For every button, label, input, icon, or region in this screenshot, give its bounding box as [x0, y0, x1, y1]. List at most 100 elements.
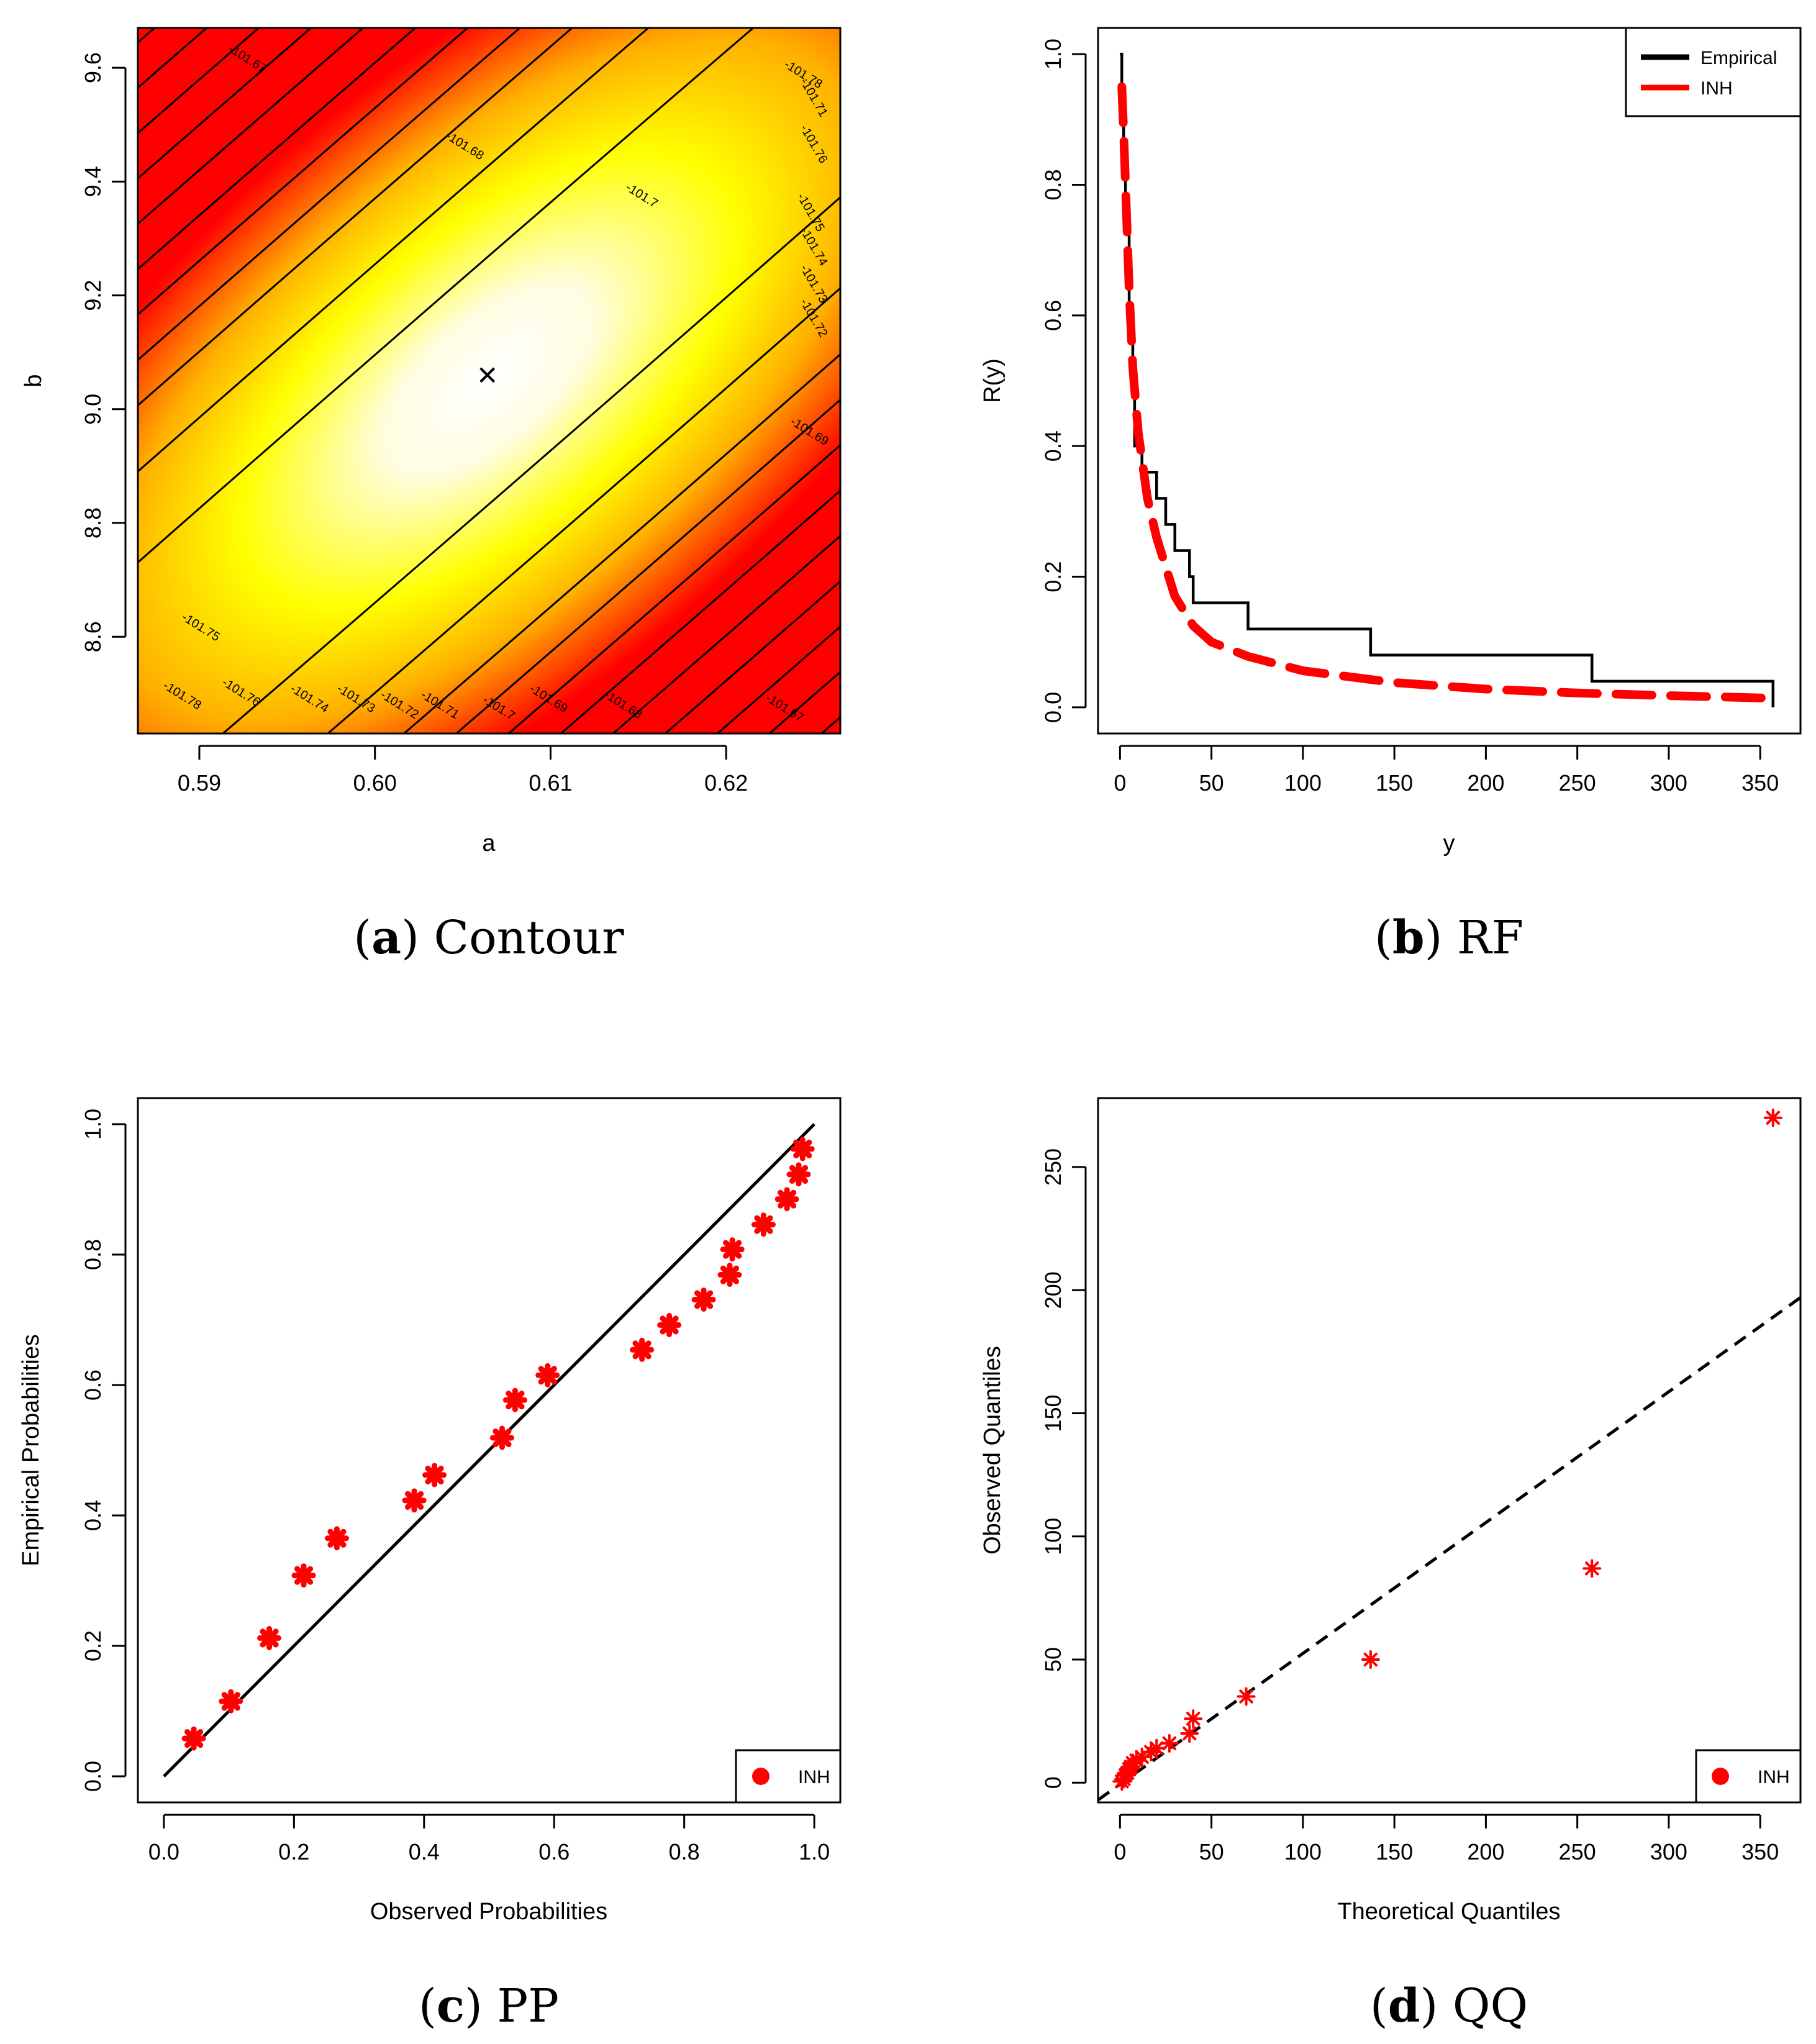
contour-line — [138, 28, 312, 180]
y-tick-label: 50 — [1040, 1647, 1066, 1672]
plot-frame-b — [1097, 27, 1802, 735]
axes-c: 0.0 0.2 0.4 0.6 0.8 1.0 0.0 0.2 0.4 0.6 0.8 1.0 — [80, 1109, 830, 1865]
x-tick-label: 0.62 — [704, 770, 748, 796]
data-point — [1160, 1733, 1179, 1753]
data-point — [402, 1488, 427, 1513]
data-point-stroke — [538, 1366, 557, 1385]
qq-reference-line — [1098, 1296, 1800, 1802]
contour-line — [611, 534, 840, 734]
data-point-stroke — [754, 1215, 773, 1234]
contour-line — [138, 28, 574, 407]
legend-label-inh-d: INH — [1758, 1767, 1790, 1787]
data-point — [1582, 1559, 1602, 1578]
legend-marker-inh-c — [752, 1768, 770, 1785]
contour-line — [138, 28, 470, 316]
y-tick-label: 0.2 — [80, 1630, 106, 1661]
contour-lines — [138, 28, 840, 734]
data-point — [422, 1463, 447, 1488]
data-point — [535, 1363, 560, 1388]
x-axis-label-d: Theoretical Quantiles — [1337, 1899, 1560, 1925]
data-point — [774, 1187, 799, 1212]
data-point — [1180, 1724, 1199, 1743]
rf-series — [1117, 52, 1777, 707]
y-tick-label: 0.2 — [1040, 561, 1066, 593]
x-tick-label: 0.6 — [538, 1839, 570, 1865]
x-tick-label: 150 — [1376, 770, 1413, 796]
optimum-cross-stroke — [479, 367, 496, 383]
caption-d: (d) QQ — [1370, 1979, 1528, 2033]
y-tick-label: 0.8 — [80, 1239, 106, 1270]
x-tick-label: 0.2 — [278, 1839, 309, 1865]
contour-line — [326, 287, 840, 734]
contour-line — [138, 28, 365, 225]
data-point-stroke — [1186, 1711, 1201, 1726]
data-point — [657, 1312, 682, 1337]
y-tick-label: 0.6 — [80, 1369, 106, 1401]
data-point — [751, 1212, 776, 1237]
data-point-stroke — [1239, 1689, 1253, 1704]
y-tick-label: 1.0 — [1040, 39, 1066, 70]
optimum-marker — [479, 367, 496, 383]
plot-frame-c — [137, 1097, 842, 1804]
contour-line — [559, 489, 840, 734]
qq-series — [1098, 1108, 1800, 1802]
x-tick-label: 350 — [1741, 1839, 1779, 1865]
data-point-stroke — [294, 1566, 314, 1585]
data-point-stroke — [632, 1340, 651, 1360]
data-point-stroke — [1150, 1741, 1164, 1755]
x-tick-label: 350 — [1741, 770, 1779, 796]
x-tick-label: 50 — [1199, 770, 1224, 796]
data-point — [1147, 1738, 1166, 1758]
data-point — [324, 1526, 349, 1551]
y-tick-label: 250 — [1040, 1148, 1066, 1186]
data-point-stroke — [260, 1628, 279, 1648]
x-tick-label: 100 — [1284, 770, 1322, 796]
data-point-stroke — [789, 1165, 809, 1184]
data-point-stroke — [694, 1290, 714, 1309]
data-point-stroke — [720, 1265, 740, 1284]
data-point — [291, 1563, 316, 1588]
data-point — [717, 1263, 742, 1288]
y-tick-label: 9.6 — [80, 52, 106, 83]
x-tick-label: 250 — [1559, 770, 1596, 796]
legend-c: INH — [735, 1749, 842, 1804]
heatmap-fill — [138, 28, 840, 734]
x-tick-label: 150 — [1376, 1839, 1413, 1865]
rf-panel: 0 50 100 150 200 250 300 3500.00.20.40.60.81.0 … — [979, 27, 1802, 965]
y-tick-label: 8.6 — [80, 621, 106, 652]
data-point — [1184, 1709, 1203, 1728]
empirical-step-line — [1120, 52, 1775, 707]
x-tick-label: 300 — [1650, 770, 1687, 796]
contour-line — [402, 353, 840, 734]
data-point — [181, 1726, 206, 1751]
y-axis-label-d: Observed Quantiles — [979, 1346, 1006, 1555]
x-tick-label: 1.0 — [799, 1839, 830, 1865]
data-point — [219, 1689, 243, 1714]
contour-line — [507, 443, 840, 734]
legend-b: Empirical INH — [1625, 27, 1802, 117]
x-tick-label: 0.0 — [148, 1839, 179, 1865]
data-point-stroke — [1183, 1726, 1197, 1741]
x-axis-label-a: a — [482, 830, 496, 856]
data-point-stroke — [723, 1240, 742, 1259]
y-tick-label: 150 — [1040, 1394, 1066, 1432]
contour-panel: -101.67-101.68-101.7-101.71-101.78-101.7… — [20, 27, 842, 965]
pp-reference-line — [163, 1123, 815, 1778]
legend-label-empirical: Empirical — [1700, 48, 1777, 68]
y-axis-label-b: R(y) — [979, 358, 1006, 403]
data-point — [1763, 1108, 1782, 1127]
data-point-stroke — [425, 1465, 444, 1485]
y-axis-label-a: b — [20, 374, 47, 387]
data-point — [257, 1625, 282, 1650]
axes-b: 0 50 100 150 200 250 300 350 0.0 0.2 0.4 0.6 0.8 1.0 — [1040, 39, 1779, 796]
y-tick-label: 9.4 — [80, 166, 106, 197]
y-tick-label: 0.4 — [1040, 430, 1066, 461]
data-point — [630, 1337, 655, 1362]
contour-line — [138, 28, 650, 473]
caption-a: (a) Contour — [353, 911, 624, 965]
x-axis-label-c: Observed Probabilities — [370, 1899, 607, 1925]
data-point-stroke — [221, 1692, 240, 1711]
x-axis-label-b: y — [1443, 830, 1455, 856]
plot-frame-a — [137, 27, 842, 735]
